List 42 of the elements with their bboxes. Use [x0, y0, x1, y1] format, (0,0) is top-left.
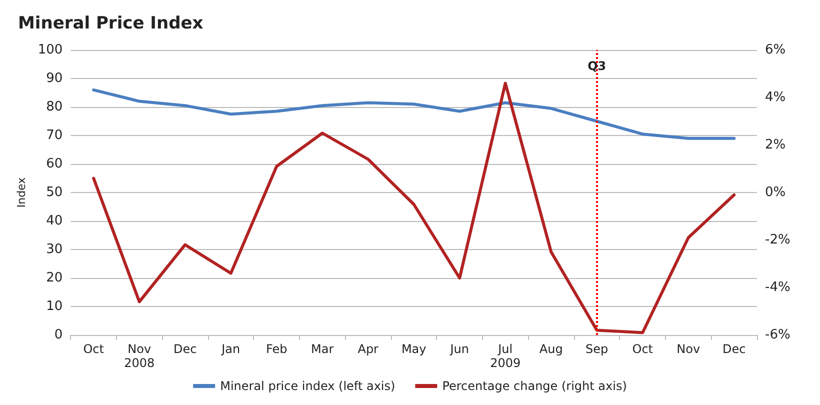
x-tick-label: Jun — [449, 342, 469, 356]
y-tick-label: 20 — [46, 270, 63, 286]
x-tick-label: Jan — [220, 342, 240, 356]
y-tick-label: 50 — [46, 185, 63, 200]
line-series — [92, 88, 736, 140]
chart-title: Mineral Price Index — [18, 14, 204, 34]
x-tick-label: Oct — [83, 342, 104, 356]
y2-tick-label: 6% — [765, 42, 786, 58]
y2-tick-label: -4% — [765, 280, 790, 295]
text: 2008 — [124, 356, 155, 370]
y-tick-label: 80 — [46, 100, 63, 114]
y-tick-label: 60 — [46, 156, 63, 172]
y-tick-label: 40 — [46, 214, 63, 228]
y-axis-title: Index — [15, 176, 28, 208]
x-tick-label: Dec — [722, 342, 746, 356]
x-tick-label: Nov — [128, 342, 152, 356]
y2-tick-label: -6% — [765, 328, 790, 342]
x-tick-label: Aug — [539, 342, 563, 356]
x-tick-label: Apr — [358, 342, 379, 356]
y-tick-label: 90 — [46, 71, 63, 86]
legend-label: Percentage change (right axis) — [442, 379, 627, 393]
x-tick-label: Mar — [311, 342, 334, 356]
y2-tick-label: -2% — [765, 232, 790, 248]
x-tick-label: Sep — [586, 342, 608, 356]
text: 2009 — [490, 356, 521, 370]
y2-tick-label: 0% — [765, 185, 786, 200]
legend-label: Mineral price index (left axis) — [220, 379, 396, 393]
y-tick-label: 70 — [46, 128, 63, 143]
y2-tick-label: 2% — [765, 138, 786, 152]
x-tick-label: Jul — [497, 342, 513, 356]
y2-tick-label: 4% — [765, 90, 786, 105]
y-tick-label: 100 — [38, 42, 63, 58]
x-tick-label: Nov — [676, 342, 700, 356]
y-tick-label: 30 — [46, 242, 63, 257]
x-tick-label: May — [401, 342, 426, 356]
x-tick-label: Oct — [632, 342, 654, 356]
ref-line-label: Q3 — [588, 59, 606, 73]
line-series — [92, 82, 736, 334]
x-tick-label: Dec — [173, 342, 197, 356]
y-tick-label: 0 — [54, 328, 63, 342]
y-tick-label: 10 — [46, 299, 63, 314]
x-tick-label: Feb — [266, 342, 288, 356]
